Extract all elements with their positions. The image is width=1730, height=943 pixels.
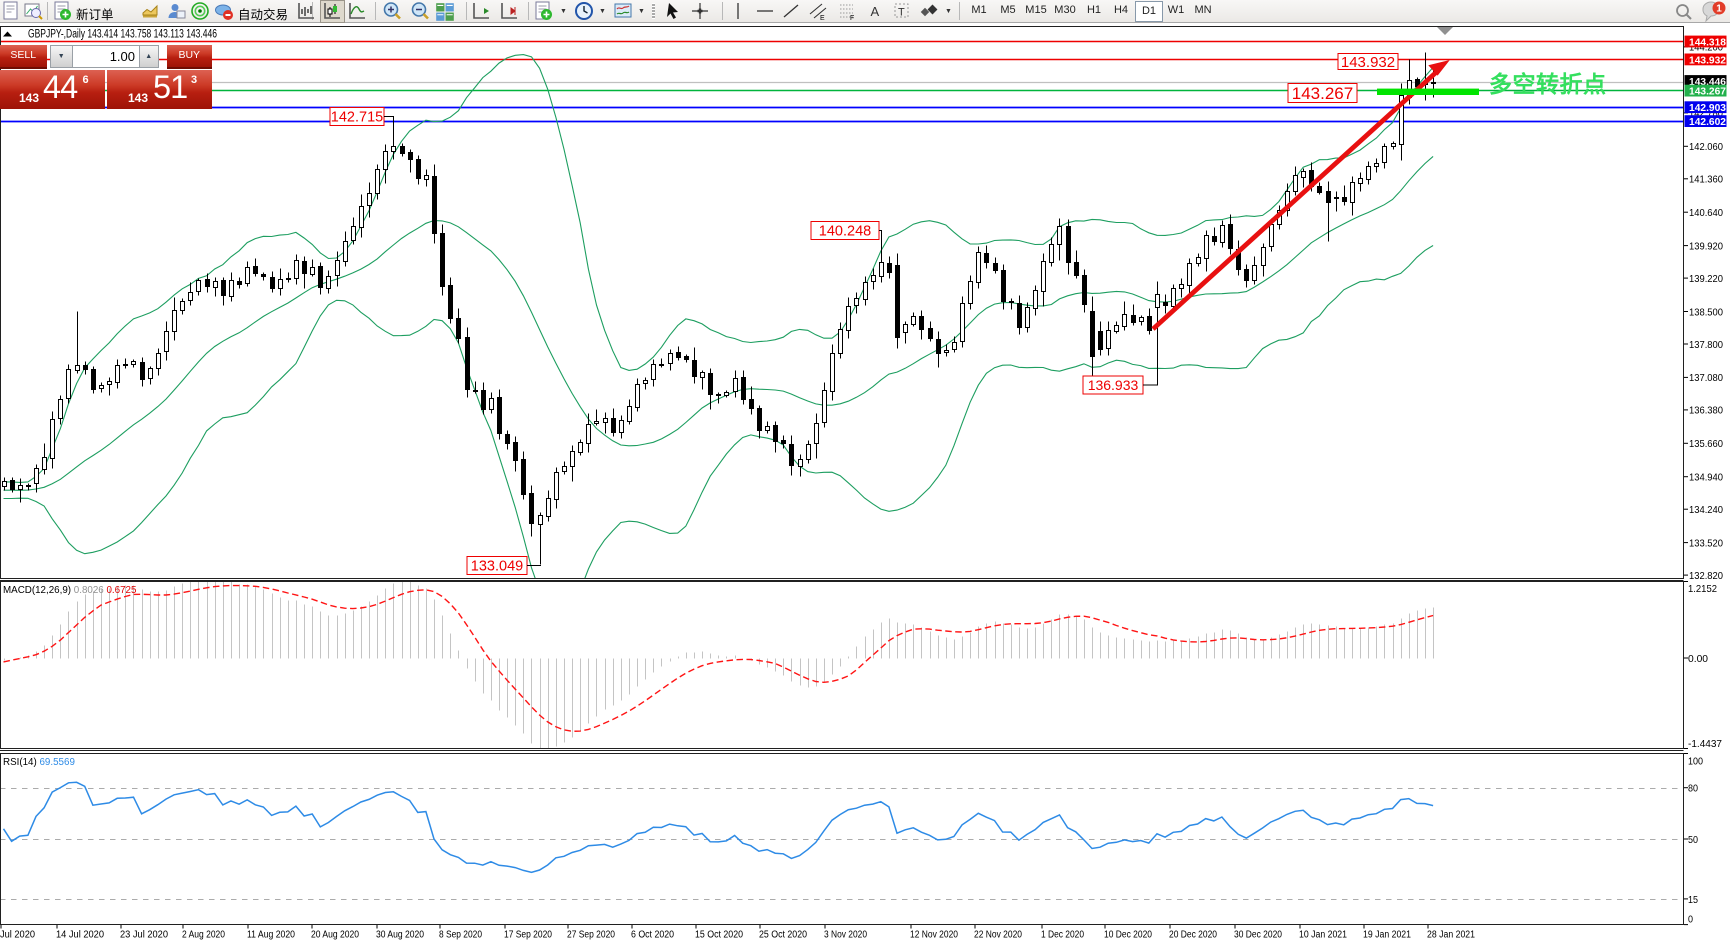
svg-text:135.660: 135.660 <box>1689 438 1723 450</box>
svg-text:144.318: 144.318 <box>1689 37 1726 49</box>
svg-text:6 Oct 2020: 6 Oct 2020 <box>631 930 674 941</box>
svg-text:15: 15 <box>1688 894 1698 906</box>
svg-text:多空转折点: 多空转折点 <box>1489 71 1607 97</box>
svg-text:1 Dec 2020: 1 Dec 2020 <box>1041 930 1084 941</box>
svg-text:10 Jan 2021: 10 Jan 2021 <box>1299 930 1347 941</box>
svg-text:50: 50 <box>1688 834 1698 846</box>
svg-text:30 Aug 2020: 30 Aug 2020 <box>376 930 424 941</box>
svg-text:139.920: 139.920 <box>1689 240 1723 252</box>
svg-text:138.500: 138.500 <box>1689 306 1723 318</box>
svg-text:143.932: 143.932 <box>1341 54 1395 71</box>
svg-text:136.380: 136.380 <box>1689 405 1723 417</box>
svg-text:23 Jul 2020: 23 Jul 2020 <box>120 930 168 941</box>
svg-text:140.640: 140.640 <box>1689 207 1723 219</box>
svg-text:22 Nov 2020: 22 Nov 2020 <box>974 930 1022 941</box>
svg-text:GBPJPY-,Daily 143.414 143.758: GBPJPY-,Daily 143.414 143.758 143.113 14… <box>28 29 217 41</box>
svg-text:19 Jan 2021: 19 Jan 2021 <box>1363 930 1411 941</box>
svg-text:142.060: 142.060 <box>1689 141 1723 153</box>
svg-text:14 Jul 2020: 14 Jul 2020 <box>56 930 104 941</box>
svg-text:137.800: 137.800 <box>1689 339 1723 351</box>
svg-text:140.248: 140.248 <box>819 224 871 240</box>
svg-text:1.2152: 1.2152 <box>1688 583 1717 595</box>
svg-text:25 Oct 2020: 25 Oct 2020 <box>759 930 807 941</box>
svg-text:0.00: 0.00 <box>1688 653 1708 665</box>
svg-text:143.267: 143.267 <box>1689 86 1726 98</box>
svg-text:20 Aug 2020: 20 Aug 2020 <box>311 930 359 941</box>
svg-text:Jul 2020: Jul 2020 <box>0 930 35 941</box>
svg-text:143.267: 143.267 <box>1292 84 1353 103</box>
svg-text:134.940: 134.940 <box>1689 472 1723 484</box>
svg-text:3 Nov 2020: 3 Nov 2020 <box>824 930 867 941</box>
svg-text:8 Sep 2020: 8 Sep 2020 <box>439 930 482 941</box>
svg-text:133.049: 133.049 <box>471 559 523 575</box>
svg-text:-1.4437: -1.4437 <box>1688 738 1722 750</box>
svg-text:80: 80 <box>1688 783 1698 795</box>
svg-text:30 Dec 2020: 30 Dec 2020 <box>1234 930 1282 941</box>
svg-text:132.820: 132.820 <box>1689 570 1723 582</box>
svg-text:11 Aug 2020: 11 Aug 2020 <box>247 930 295 941</box>
svg-text:10 Dec 2020: 10 Dec 2020 <box>1104 930 1152 941</box>
svg-text:17 Sep 2020: 17 Sep 2020 <box>504 930 552 941</box>
svg-text:142.602: 142.602 <box>1689 116 1726 128</box>
svg-text:E: E <box>820 15 825 21</box>
svg-text:139.220: 139.220 <box>1689 273 1723 285</box>
svg-text:28 Jan 2021: 28 Jan 2021 <box>1427 930 1475 941</box>
svg-text:12 Nov 2020: 12 Nov 2020 <box>910 930 958 941</box>
svg-text:27 Sep 2020: 27 Sep 2020 <box>567 930 615 941</box>
svg-text:0: 0 <box>1688 914 1693 926</box>
svg-text:134.240: 134.240 <box>1689 504 1723 516</box>
svg-text:20 Dec 2020: 20 Dec 2020 <box>1169 930 1217 941</box>
svg-text:1: 1 <box>1716 4 1722 15</box>
svg-text:A: A <box>871 4 880 19</box>
svg-text:15 Oct 2020: 15 Oct 2020 <box>695 930 743 941</box>
svg-text:100: 100 <box>1688 756 1703 768</box>
svg-text:F: F <box>850 15 854 21</box>
svg-text:142.715: 142.715 <box>331 110 383 126</box>
svg-text:142.903: 142.903 <box>1689 102 1726 114</box>
svg-text:143.932: 143.932 <box>1689 54 1726 66</box>
svg-text:137.080: 137.080 <box>1689 372 1723 384</box>
svg-text:T: T <box>898 7 905 19</box>
svg-text:2 Aug 2020: 2 Aug 2020 <box>182 930 225 941</box>
svg-text:133.520: 133.520 <box>1689 537 1723 549</box>
svg-text:136.933: 136.933 <box>1088 377 1139 393</box>
svg-text:141.360: 141.360 <box>1689 174 1723 186</box>
svg-text:RSI(14) 69.5569: RSI(14) 69.5569 <box>3 757 75 768</box>
svg-text:MACD(12,26,9) 0.8026 0.6725: MACD(12,26,9) 0.8026 0.6725 <box>3 585 137 596</box>
